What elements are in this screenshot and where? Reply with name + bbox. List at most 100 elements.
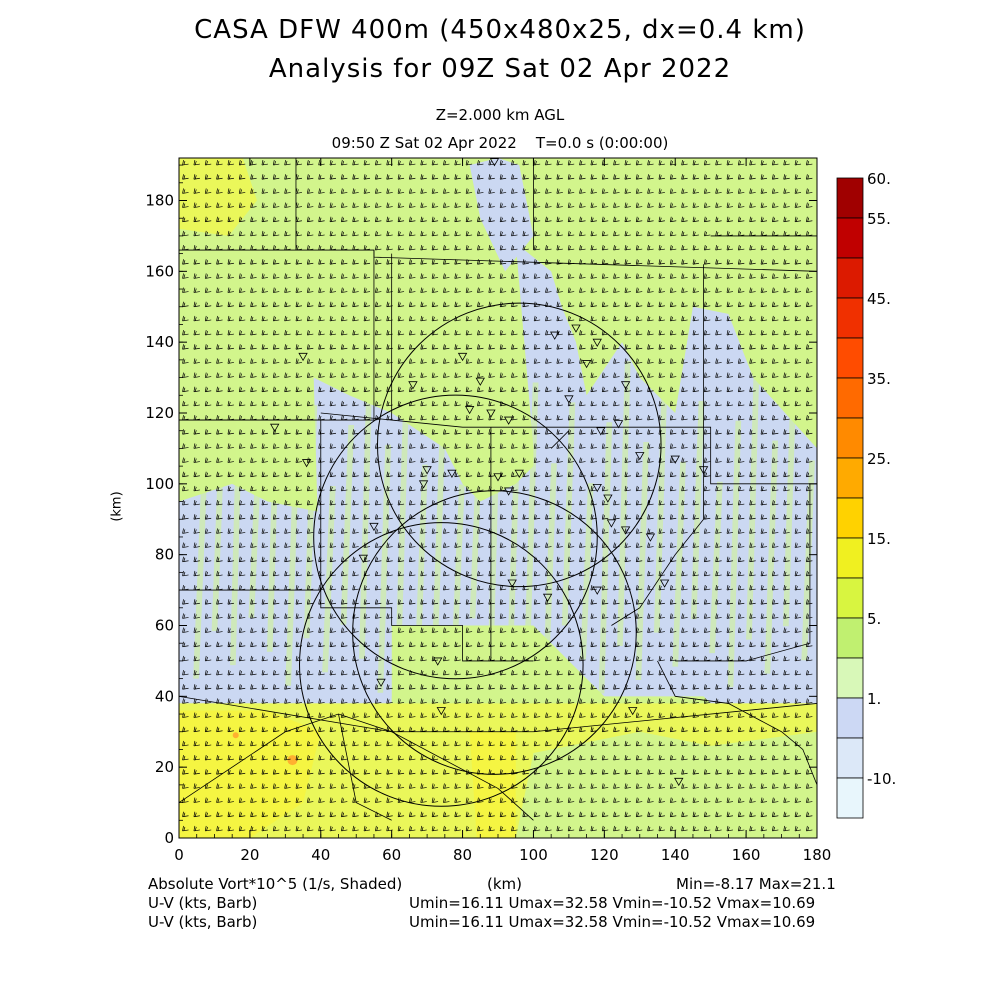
wind-barb	[431, 358, 439, 364]
wind-barb	[783, 202, 790, 208]
wind-barb	[182, 259, 189, 265]
wind-barb	[318, 230, 325, 237]
wind-barb	[511, 528, 518, 534]
colorbar-label: 35.	[867, 370, 891, 388]
wind-barb	[443, 556, 450, 563]
wind-barb	[806, 585, 813, 591]
wind-barb	[352, 457, 359, 463]
wind-barb	[409, 429, 416, 435]
observation-site	[507, 579, 517, 588]
wind-barb	[318, 188, 325, 194]
wind-barb	[556, 315, 563, 322]
wind-barb	[477, 641, 484, 648]
wind-barb	[306, 585, 314, 591]
wind-barb	[511, 400, 518, 407]
wind-barb	[613, 755, 620, 761]
wind-barb	[556, 485, 563, 492]
wind-barb	[443, 811, 450, 818]
wind-barb	[522, 797, 529, 803]
wind-barb	[771, 344, 779, 350]
wind-barb	[272, 825, 280, 832]
wind-barb	[522, 485, 529, 492]
wind-barb	[771, 585, 779, 591]
x-tick-label: 180	[803, 846, 832, 864]
wind-barb	[794, 202, 802, 208]
wind-barb	[794, 188, 802, 194]
wind-barb	[340, 740, 348, 747]
wind-barb	[522, 386, 529, 393]
wind-barb	[737, 641, 745, 648]
wind-barb	[771, 514, 779, 520]
wind-barb	[318, 202, 325, 208]
colorbar-swatch	[836, 537, 864, 579]
wind-barb	[488, 514, 495, 520]
wind-barb	[272, 174, 280, 180]
wind-barb	[420, 386, 427, 393]
wind-barb	[306, 188, 314, 194]
wind-barb	[250, 230, 257, 237]
wind-barb	[771, 627, 779, 633]
wind-barb	[227, 528, 234, 534]
wind-barb	[375, 287, 382, 293]
wind-barb	[352, 471, 359, 478]
wind-barb	[658, 797, 665, 803]
streak-29	[727, 420, 742, 688]
wind-barb	[613, 344, 620, 350]
wind-barb	[261, 216, 268, 223]
wind-barb	[443, 471, 450, 478]
wind-barb	[284, 174, 291, 180]
wind-barb	[363, 216, 371, 223]
wind-barb	[477, 585, 484, 591]
wind-barb	[318, 528, 325, 534]
wind-barb	[386, 443, 393, 449]
wind-barb	[613, 188, 620, 194]
wind-barb	[692, 797, 700, 803]
wind-barb	[499, 542, 507, 548]
wind-barb	[272, 160, 280, 166]
wind-barb	[193, 627, 200, 633]
wind-barb	[601, 684, 609, 690]
wind-barb	[669, 613, 677, 619]
wind-barb	[397, 655, 405, 662]
wind-barb	[715, 485, 722, 492]
wind-barb	[454, 698, 461, 704]
wind-barb	[386, 500, 393, 506]
wind-barb	[488, 273, 495, 279]
wind-barb	[352, 655, 359, 662]
wind-barb	[227, 216, 234, 223]
colorbar-label: 55.	[867, 210, 891, 228]
wind-barb	[658, 259, 665, 265]
wind-barb	[601, 528, 609, 534]
wind-barb	[624, 712, 631, 718]
wind-barb	[658, 783, 665, 789]
wind-barb	[635, 769, 643, 775]
wind-barb	[204, 585, 212, 591]
wind-barb	[669, 273, 677, 279]
wind-barb	[669, 188, 677, 194]
wind-barb	[409, 400, 416, 407]
wind-barb	[760, 443, 768, 449]
wind-barb	[216, 670, 223, 676]
wind-barb	[363, 344, 371, 350]
wind-barb	[204, 769, 212, 775]
wind-barb	[340, 514, 348, 520]
wind-barb	[272, 740, 280, 747]
valid-time-label: 09:50 Z Sat 02 Apr 2022 T=0.0 s (0:00:00…	[331, 134, 669, 152]
wind-barb	[794, 500, 802, 506]
wind-barb	[658, 641, 665, 648]
wind-barb	[522, 330, 529, 336]
wind-barb	[601, 825, 609, 832]
wind-barb	[409, 188, 416, 194]
wind-barb	[443, 485, 450, 492]
wind-barb	[624, 400, 631, 407]
wind-barb	[760, 542, 768, 548]
wind-barb	[624, 641, 631, 648]
wind-barb	[375, 358, 382, 364]
wind-barb	[272, 188, 280, 194]
wind-barb	[204, 783, 212, 789]
wind-barb	[737, 358, 745, 364]
wind-barb	[658, 485, 665, 492]
wind-barb	[284, 330, 291, 336]
wind-barb	[613, 655, 620, 662]
wind-barb	[431, 457, 439, 463]
